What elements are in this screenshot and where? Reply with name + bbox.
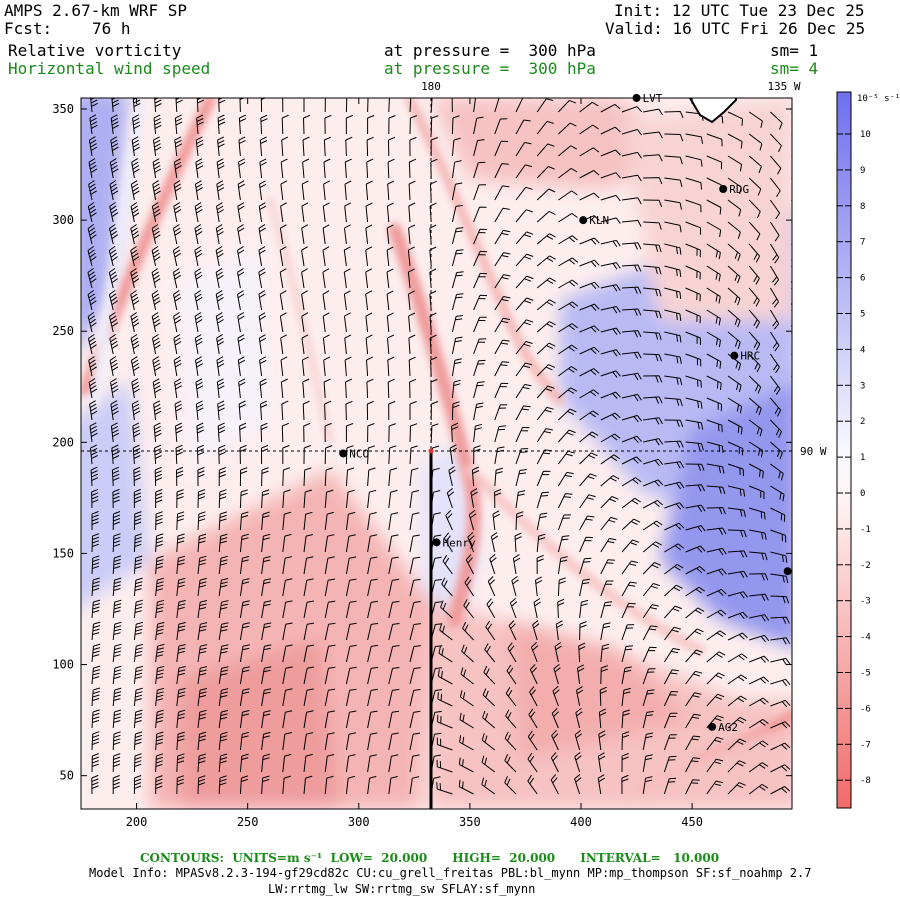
cross-section-start-marker — [428, 448, 434, 454]
model-info: Model Info: MPASv8.2.3-194-gf29cd82c CU:… — [89, 866, 812, 880]
colorbar-label: 6 — [860, 274, 865, 284]
station-label: Henry — [443, 536, 476, 549]
y-tick-label: 150 — [52, 546, 74, 560]
colorbar-label: -3 — [860, 597, 871, 607]
field1-smoothing: sm= 1 — [770, 41, 819, 60]
y-tick-label: 100 — [52, 658, 74, 672]
coastline — [689, 98, 737, 124]
station-dot — [719, 185, 728, 194]
colorbar-label: 3 — [860, 381, 865, 391]
colorbar-ticks — [837, 133, 851, 781]
colorbar-label: -8 — [860, 776, 871, 786]
colorbar-label: 1 — [860, 453, 865, 463]
colorbar-label: -4 — [860, 633, 871, 643]
colorbar — [836, 91, 852, 809]
station-label: NCO — [349, 447, 369, 460]
colorbar-unit: 10⁻⁵ s⁻¹ — [857, 94, 900, 104]
field2-level: at pressure = 300 hPa — [384, 59, 596, 78]
x-tick-label: 250 — [237, 815, 259, 829]
x-tick-labels: 200 250 300 350 400 450 — [126, 815, 703, 829]
forecast-hour: 76 h — [92, 19, 131, 38]
x-tick-label: 300 — [348, 815, 370, 829]
colorbar-label: -1 — [860, 525, 871, 535]
forecast-label: Fcst: — [4, 19, 53, 38]
y-tick-label: 50 — [60, 769, 74, 783]
field2-smoothing: sm= 4 — [770, 59, 819, 78]
colorbar-label: -5 — [860, 669, 871, 679]
init-time: Init: 12 UTC Tue 23 Dec 25 — [614, 1, 865, 20]
station-dot — [730, 351, 739, 360]
valid-time: Valid: 16 UTC Fri 26 Dec 25 — [605, 19, 866, 38]
meridian-180-label: 180 — [421, 80, 441, 93]
x-tick-label: 450 — [681, 815, 703, 829]
colorbar-label: 7 — [860, 238, 865, 248]
wind-barbs — [87, 98, 792, 795]
station-dot — [432, 538, 441, 547]
colorbar-label: -6 — [860, 704, 871, 714]
colorbar-label: 8 — [860, 202, 865, 212]
colorbar-label: 0 — [860, 489, 865, 499]
colorbar-label: 4 — [860, 345, 865, 355]
model-info-physics: LW:rrtmg_lw SW:rrtmg_sw SFLAY:sf_mynn — [268, 882, 536, 896]
station-label: KLN — [589, 214, 609, 227]
y-tick-label: 300 — [52, 213, 74, 227]
colorbar-label: 10 — [860, 130, 871, 140]
station-dot — [339, 449, 348, 458]
field1-name: Relative vorticity — [8, 41, 182, 60]
station-dot — [783, 567, 792, 576]
station-label: AG2 — [718, 721, 738, 734]
station-dot — [579, 216, 588, 225]
parallel-90w-label: 90 W — [800, 445, 827, 458]
y-tick-label: 350 — [52, 102, 74, 116]
station-dot — [708, 722, 717, 731]
model-title: AMPS 2.67-km WRF SP — [4, 1, 188, 20]
station-markers: LVT RDG KLN HRC NCO Henry AG2 — [339, 92, 792, 734]
colorbar-label: 9 — [860, 166, 865, 176]
field2-name: Horizontal wind speed — [8, 59, 211, 78]
y-tick-label: 200 — [52, 435, 74, 449]
contours-info: CONTOURS: UNITS=m s⁻¹ LOW= 20.000 HIGH= … — [140, 851, 720, 865]
field1-level: at pressure = 300 hPa — [384, 41, 596, 60]
x-tick-label: 200 — [126, 815, 148, 829]
y-tick-label: 250 — [52, 324, 74, 338]
station-label: LVT — [643, 92, 663, 105]
meridian-135w-label: 135 W — [767, 80, 800, 93]
plot-frame — [80, 97, 793, 810]
x-tick-label: 350 — [459, 815, 481, 829]
station-label: HRC — [740, 350, 760, 363]
y-tick-labels: 350 300 250 200 150 100 50 — [52, 102, 74, 783]
colorbar-label: -7 — [860, 740, 871, 750]
x-tick-label: 400 — [570, 815, 592, 829]
colorbar-label: -2 — [860, 561, 871, 571]
colorbar-label: 2 — [860, 417, 865, 427]
station-label: RDG — [729, 183, 749, 196]
axis-ticks — [81, 98, 792, 809]
station-dot — [632, 93, 641, 102]
colorbar-label: 5 — [860, 310, 865, 320]
vorticity-field — [81, 98, 792, 809]
